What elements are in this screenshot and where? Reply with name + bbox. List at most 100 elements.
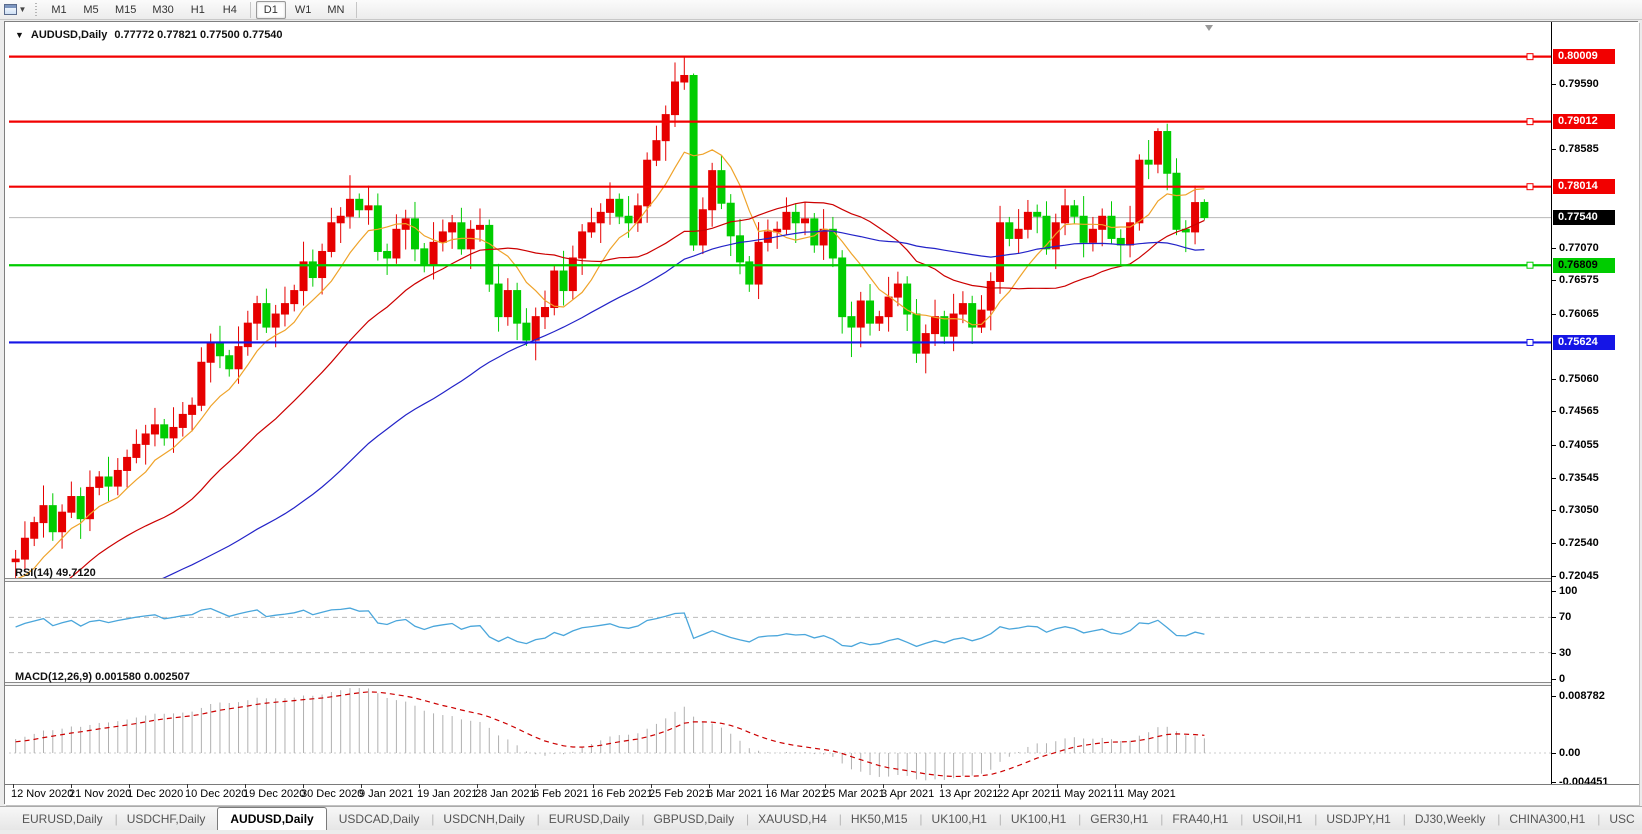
timeframe-button-m1[interactable]: M1 <box>51 3 67 16</box>
chart-tab-uk100-h1[interactable]: UK100,H1 <box>999 809 1082 830</box>
candle-body[interactable] <box>968 303 977 328</box>
candle-body[interactable] <box>58 511 67 533</box>
candle-body[interactable] <box>308 261 317 279</box>
level-line-handle[interactable] <box>1526 183 1534 191</box>
chart-tab-dj30-weekly[interactable]: DJ30,Weekly <box>1403 809 1501 830</box>
candle-body[interactable] <box>615 198 624 217</box>
candle-body[interactable] <box>884 296 893 318</box>
candle-body[interactable] <box>234 346 243 370</box>
chart-tab-usdcad-daily[interactable]: USDCAD,Daily <box>327 809 434 830</box>
candle-body[interactable] <box>606 198 614 213</box>
candle-body[interactable] <box>355 198 364 211</box>
candle-body[interactable] <box>215 342 224 357</box>
candle-body[interactable] <box>448 222 457 233</box>
candle-body[interactable] <box>736 235 745 263</box>
chart-tab-ger30-h1[interactable]: GER30,H1 <box>1078 809 1163 830</box>
timeframe-button-m30[interactable]: M30 <box>152 3 174 16</box>
charts-arrange-icon[interactable]: ▼ <box>0 1 30 19</box>
candle-body[interactable] <box>475 224 484 230</box>
candle-body[interactable] <box>39 505 48 524</box>
timeframe-button-d1[interactable]: D1 <box>255 0 286 19</box>
candle-body[interactable] <box>791 211 800 224</box>
candle-body[interactable] <box>141 433 150 445</box>
candle-body[interactable] <box>708 170 717 211</box>
candle-body[interactable] <box>633 205 642 224</box>
candle-body[interactable] <box>958 303 967 315</box>
candle-body[interactable] <box>85 486 94 520</box>
toolbar-grip[interactable] <box>34 2 39 17</box>
chart-tab-xauusd-h4[interactable]: XAUUSD,H4 <box>746 809 841 830</box>
candle-body[interactable] <box>20 537 29 560</box>
candle-body[interactable] <box>438 231 447 243</box>
candle-body[interactable] <box>485 224 494 285</box>
candle-body[interactable] <box>429 241 438 266</box>
chart-tab-china300-h1[interactable]: CHINA300,H1 <box>1497 809 1600 830</box>
candle-body[interactable] <box>550 270 559 309</box>
level-line-handle[interactable] <box>1526 53 1534 61</box>
price-chart-canvas[interactable] <box>5 22 1639 805</box>
candle-body[interactable] <box>457 222 466 250</box>
candle-body[interactable] <box>327 222 336 252</box>
candle-body[interactable] <box>132 443 141 458</box>
candle-body[interactable] <box>568 257 577 292</box>
candle-body[interactable] <box>253 303 262 324</box>
level-line-handle[interactable] <box>1526 338 1534 346</box>
chart-tab-usdjpy-h1[interactable]: USDJPY,H1 <box>1314 809 1406 830</box>
candle-body[interactable] <box>801 218 810 224</box>
moving-average-55[interactable] <box>16 230 1205 612</box>
candle-body[interactable] <box>754 241 763 285</box>
chart-tab-eurusd-daily[interactable]: EURUSD,Daily <box>537 809 644 830</box>
candle-body[interactable] <box>392 228 401 259</box>
candle-body[interactable] <box>95 476 104 488</box>
candle-body[interactable] <box>643 159 652 207</box>
chart-tab-usdchf-daily[interactable]: USDCHF,Daily <box>115 809 220 830</box>
candle-body[interactable] <box>243 322 252 348</box>
candle-body[interactable] <box>169 426 178 439</box>
candle-body[interactable] <box>1033 211 1042 217</box>
candle-body[interactable] <box>271 313 280 328</box>
candle-body[interactable] <box>838 257 847 318</box>
candle-body[interactable] <box>578 231 587 259</box>
candle-body[interactable] <box>299 261 308 292</box>
chart-area[interactable]: ▼ AUDUSD,Daily 0.77772 0.77821 0.77500 0… <box>4 21 1639 805</box>
moving-average-25[interactable] <box>16 201 1205 612</box>
candle-body[interactable] <box>624 215 633 224</box>
chart-tab-usc[interactable]: USC <box>1597 809 1642 830</box>
candle-body[interactable] <box>763 231 772 243</box>
chart-tab-eurusd-daily[interactable]: EURUSD,Daily <box>10 809 117 830</box>
candle-body[interactable] <box>513 290 522 324</box>
candle-body[interactable] <box>940 316 949 337</box>
candle-body[interactable] <box>680 74 689 83</box>
candle-body[interactable] <box>1023 211 1032 230</box>
candle-body[interactable] <box>652 140 661 161</box>
candle-body[interactable] <box>893 283 902 298</box>
level-line-handle[interactable] <box>1526 261 1534 269</box>
candle-body[interactable] <box>290 290 299 305</box>
candle-body[interactable] <box>150 424 159 435</box>
candle-body[interactable] <box>123 456 132 471</box>
candle-body[interactable] <box>225 355 234 370</box>
chart-tab-audusd-daily[interactable]: AUDUSD,Daily <box>217 807 327 830</box>
candle-body[interactable] <box>1088 228 1097 243</box>
candle-body[interactable] <box>76 496 85 520</box>
candle-body[interactable] <box>1070 205 1079 217</box>
candle-body[interactable] <box>540 307 549 318</box>
candle-body[interactable] <box>1144 159 1153 165</box>
candle-body[interactable] <box>996 222 1005 282</box>
candle-body[interactable] <box>1172 172 1181 230</box>
candle-body[interactable] <box>160 424 169 439</box>
candle-body[interactable] <box>11 558 20 563</box>
rsi-panel[interactable] <box>9 607 1551 654</box>
candle-body[interactable] <box>67 496 76 513</box>
chart-shift-marker-icon[interactable] <box>1205 25 1213 31</box>
candle-body[interactable] <box>522 322 531 341</box>
candle-body[interactable] <box>671 81 680 116</box>
date-axis[interactable]: 12 Nov 2020 21 Nov 2020 1 Dec 2020 10 Dec 2… <box>5 784 1639 805</box>
main-price-panel[interactable] <box>9 56 1551 612</box>
timeframe-button-m15[interactable]: M15 <box>115 3 137 16</box>
candle-body[interactable] <box>559 270 568 292</box>
candle-body[interactable] <box>206 342 215 363</box>
candle-body[interactable] <box>903 283 912 315</box>
candle-body[interactable] <box>383 250 392 259</box>
candle-body[interactable] <box>596 211 605 224</box>
